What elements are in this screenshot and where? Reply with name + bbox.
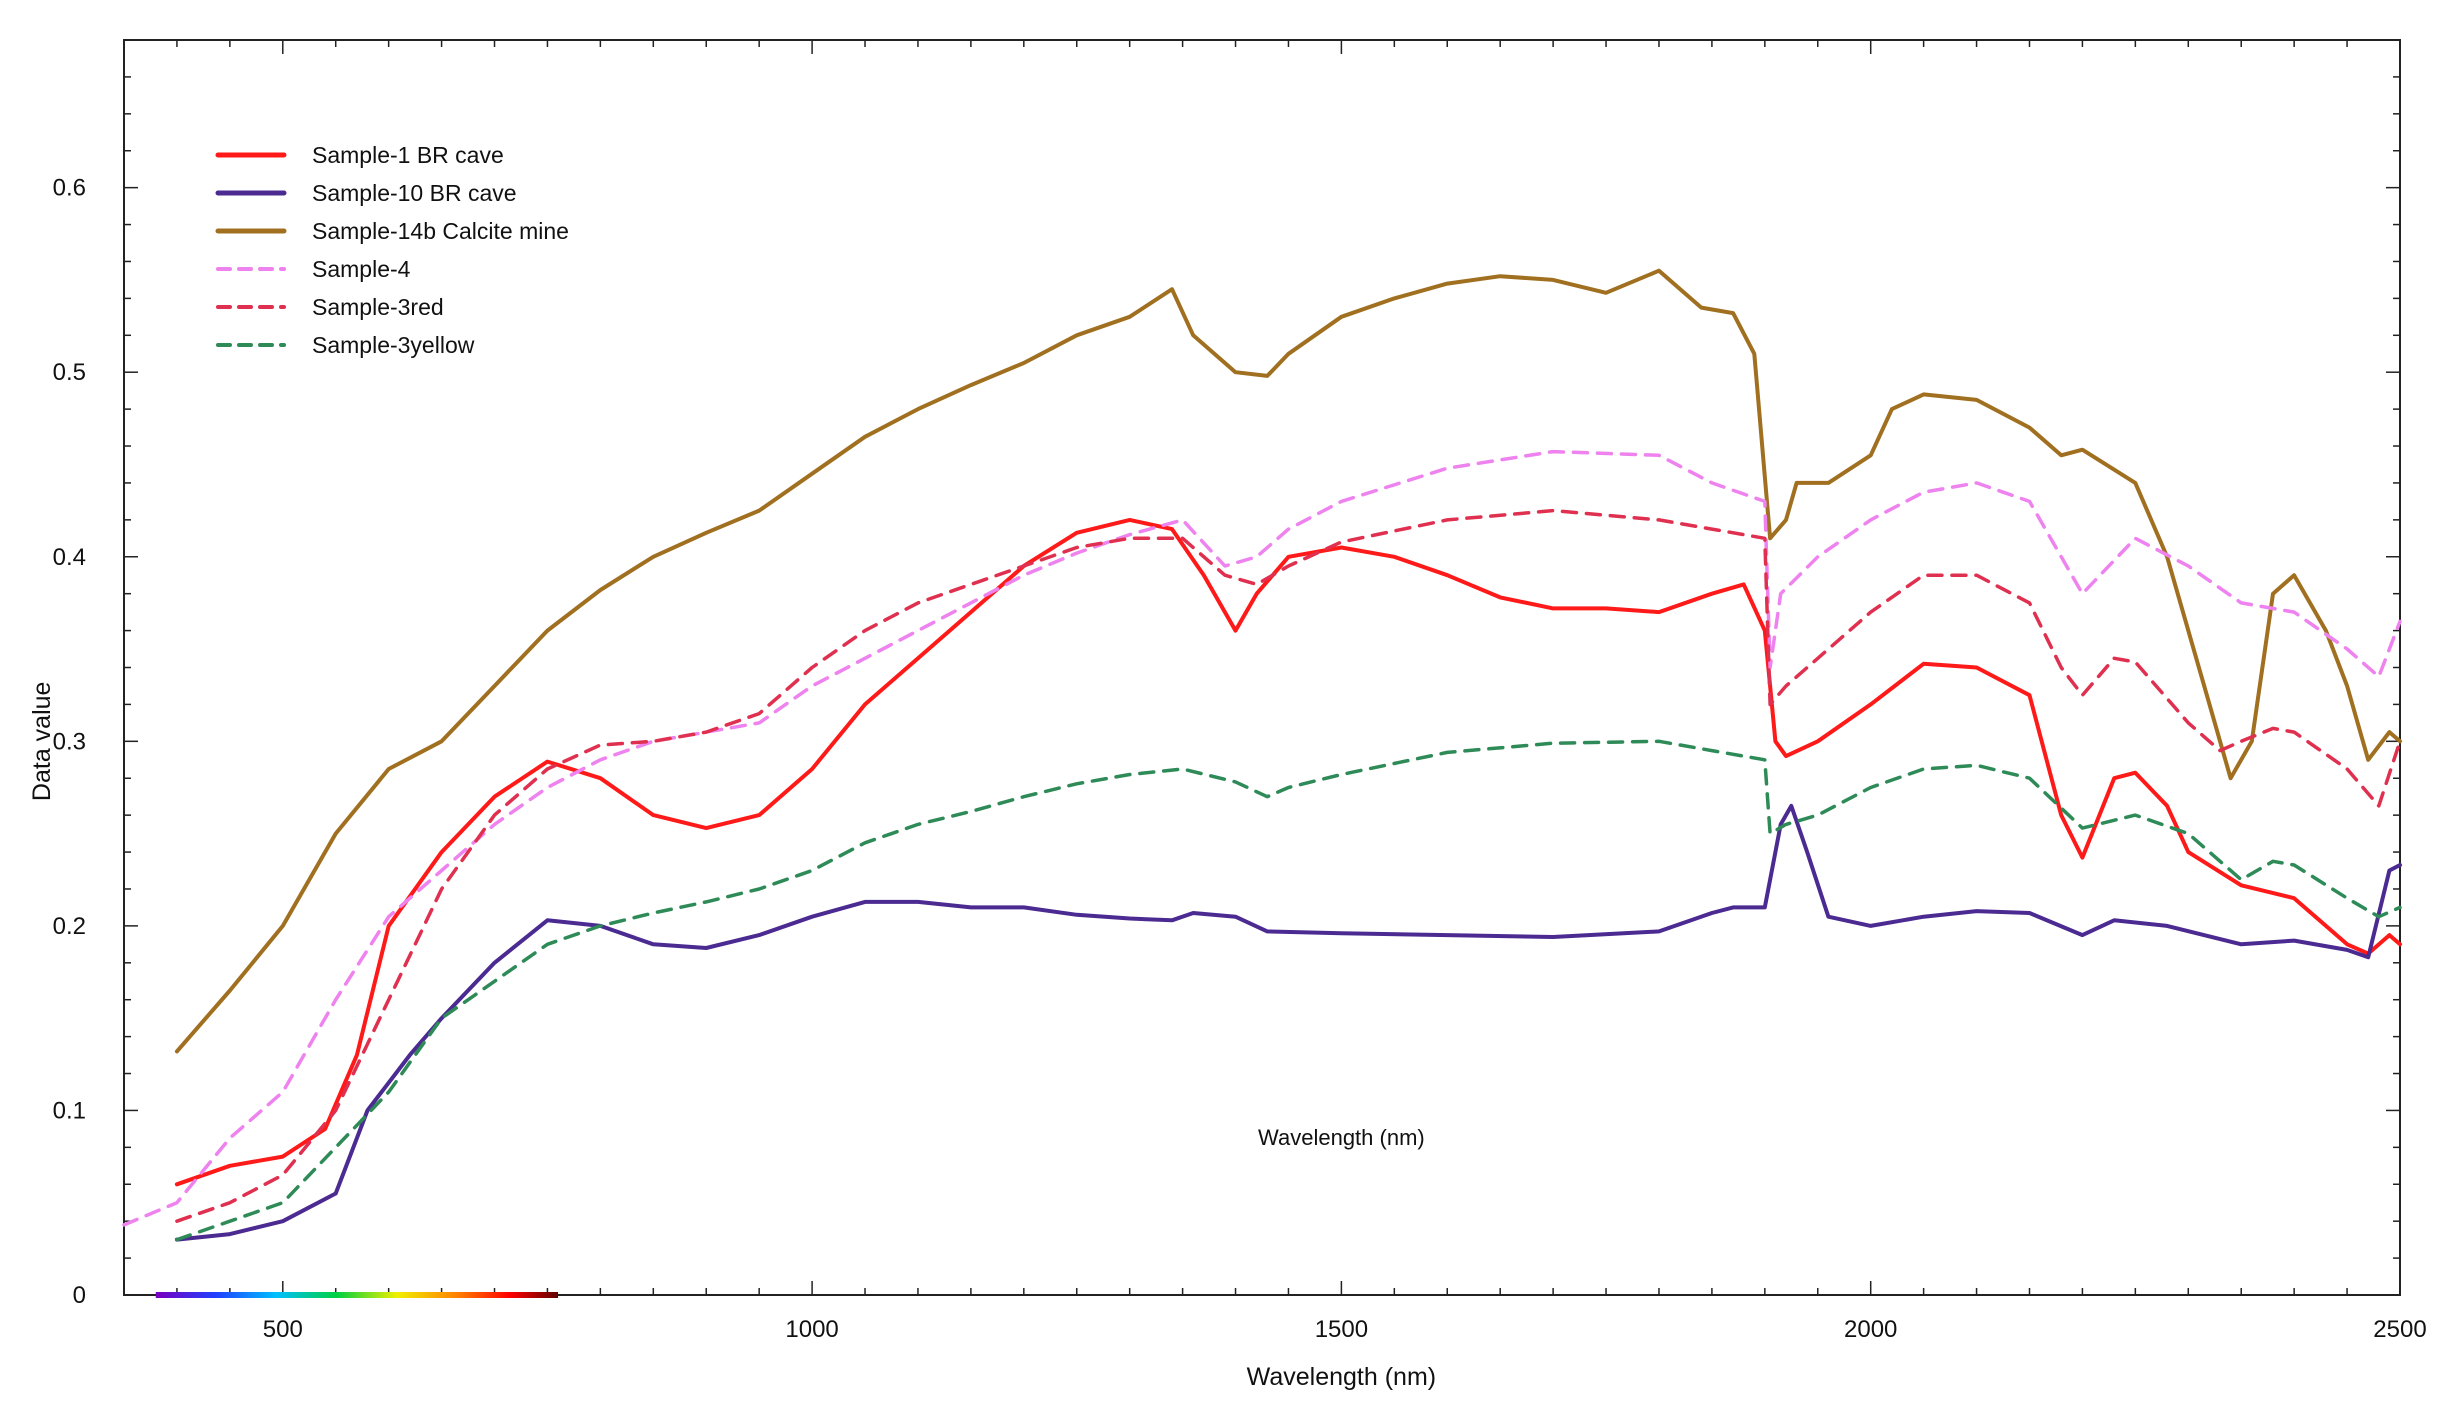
- y-tick-label: 0.3: [53, 728, 86, 755]
- x-tick-label: 2000: [1844, 1316, 1897, 1343]
- inner-wavelength-label: Wavelength (nm): [1258, 1125, 1425, 1150]
- y-tick-label: 0.4: [53, 544, 86, 571]
- x-tick-labels: 500 1000 1500 2000 2500: [263, 1316, 2427, 1343]
- axis-ticks: [123, 39, 2401, 1296]
- series-line-3: [174, 268, 2402, 1054]
- y-tick-label: 0.6: [53, 175, 86, 202]
- x-tick-label: 2500: [2373, 1316, 2426, 1343]
- series-line-6: [175, 739, 2402, 1242]
- series-line-5: [175, 508, 2402, 1223]
- series-line-4: [122, 449, 2402, 1227]
- series-line-2: [174, 803, 2402, 1242]
- legend: Sample-1 BR cave Sample-10 BR cave Sample-…: [215, 142, 569, 358]
- y-tick-label: 0.1: [53, 1097, 86, 1124]
- legend-label: Sample-4: [312, 256, 411, 282]
- x-tick-label: 500: [263, 1316, 303, 1343]
- legend-label: Sample-3red: [312, 294, 444, 320]
- y-tick-label: 0.2: [53, 913, 86, 940]
- y-tick-labels: 0 0.1 0.2 0.3 0.4 0.5 0.6: [53, 175, 86, 1309]
- y-tick-label: 0: [73, 1282, 86, 1309]
- legend-label: Sample-14b Calcite mine: [312, 218, 569, 244]
- legend-label: Sample-1 BR cave: [312, 142, 504, 168]
- y-tick-label: 0.5: [53, 359, 86, 386]
- y-axis-title: Data value: [28, 682, 56, 802]
- legend-label: Sample-3yellow: [312, 332, 475, 358]
- x-tick-label: 1000: [785, 1316, 838, 1343]
- series-line-1: [174, 517, 2402, 1187]
- x-axis-title: Wavelength (nm): [1247, 1363, 1436, 1391]
- legend-label: Sample-10 BR cave: [312, 180, 517, 206]
- series-lines: [122, 268, 2402, 1242]
- visible-spectrum-bar: [155, 1292, 559, 1298]
- x-tick-label: 1500: [1315, 1316, 1368, 1343]
